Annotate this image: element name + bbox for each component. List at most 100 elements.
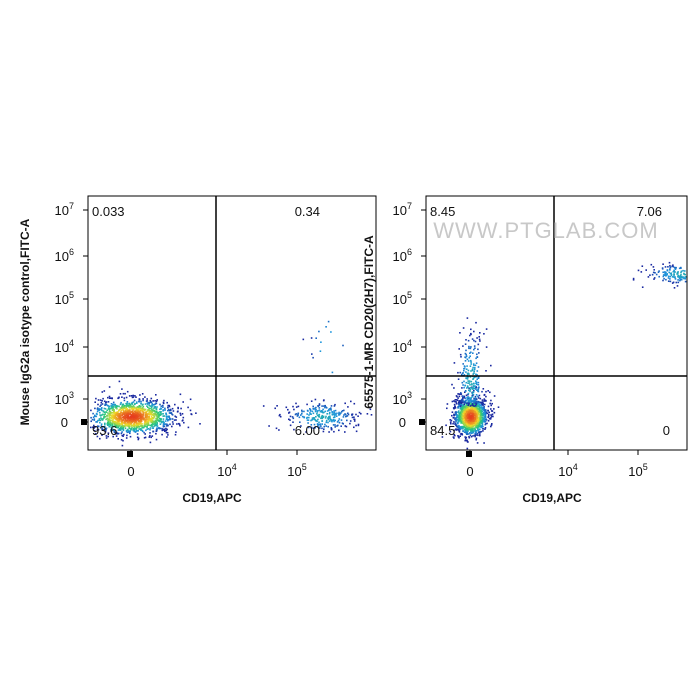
data-point: [103, 415, 105, 418]
data-point: [465, 371, 467, 373]
data-point: [449, 421, 452, 423]
data-point: [128, 406, 131, 409]
data-point: [455, 424, 457, 426]
data-point: [469, 434, 472, 437]
data-point: [107, 423, 109, 426]
data-point: [131, 401, 134, 404]
data-point: [470, 359, 472, 362]
data-point: [482, 388, 485, 390]
data-point: [121, 422, 123, 425]
data-point: [137, 430, 139, 432]
data-point: [130, 411, 132, 413]
data-point: [151, 421, 153, 423]
data-point: [110, 412, 113, 414]
data-point: [466, 407, 469, 410]
data-point: [474, 396, 477, 399]
data-point: [684, 278, 687, 280]
data-point: [680, 278, 683, 281]
data-point: [190, 413, 192, 415]
data-point: [133, 420, 135, 423]
y-tick-label: 106: [55, 247, 74, 264]
data-point: [474, 385, 476, 387]
data-point: [324, 404, 326, 407]
data-point: [475, 398, 478, 401]
data-point: [462, 372, 464, 374]
data-point: [325, 407, 328, 409]
data-point: [464, 384, 466, 387]
data-point: [105, 401, 107, 404]
data-point: [130, 422, 133, 424]
data-point: [479, 397, 482, 400]
data-point: [103, 400, 106, 403]
data-point: [462, 384, 464, 386]
data-point: [118, 396, 120, 399]
data-point: [466, 411, 469, 413]
data-point: [151, 411, 153, 413]
data-point: [472, 387, 475, 390]
data-point: [145, 411, 147, 413]
data-point: [452, 422, 454, 425]
data-point: [475, 403, 477, 405]
data-point: [654, 272, 656, 274]
data-point: [474, 400, 476, 403]
data-point: [464, 360, 467, 362]
data-point: [109, 414, 111, 417]
data-point: [162, 410, 164, 412]
data-point: [107, 432, 110, 434]
data-point: [301, 409, 303, 412]
data-point: [457, 429, 460, 431]
data-point: [275, 427, 278, 430]
data-point: [464, 428, 467, 430]
data-point: [151, 405, 154, 407]
data-point: [140, 408, 142, 411]
data-point: [175, 431, 177, 433]
data-point: [474, 407, 476, 410]
data-point: [466, 421, 468, 424]
data-point: [650, 263, 653, 266]
data-point: [129, 421, 132, 423]
data-point: [160, 413, 163, 415]
data-point: [471, 395, 474, 398]
data-point: [346, 419, 348, 422]
data-point: [122, 392, 125, 395]
data-point: [357, 423, 360, 426]
data-point: [115, 424, 118, 426]
data-point: [480, 414, 482, 416]
data-point: [369, 408, 372, 411]
data-point: [131, 420, 134, 423]
data-point: [126, 405, 128, 407]
data-point: [334, 419, 336, 422]
data-point: [467, 424, 469, 426]
data-point: [327, 418, 330, 421]
data-point: [338, 418, 341, 420]
data-point: [150, 406, 153, 409]
data-point: [449, 419, 451, 421]
data-point: [453, 421, 455, 423]
y-tick-label: 0: [61, 415, 68, 430]
data-point: [115, 420, 117, 423]
data-point: [334, 414, 336, 417]
data-point: [476, 337, 478, 339]
data-point: [479, 340, 481, 342]
data-point: [133, 406, 136, 408]
data-point: [453, 387, 455, 389]
data-point: [484, 427, 487, 429]
data-point: [127, 410, 129, 413]
data-point: [482, 416, 484, 419]
data-point: [137, 437, 140, 440]
data-point: [124, 408, 127, 410]
data-point: [143, 424, 146, 427]
data-point: [465, 436, 468, 439]
data-point: [291, 416, 294, 418]
data-point: [114, 424, 116, 426]
data-point: [167, 409, 169, 412]
data-point: [475, 409, 478, 412]
x-tick-label: 0: [127, 464, 134, 479]
data-point: [316, 414, 319, 417]
data-point: [134, 421, 136, 424]
data-point: [467, 408, 469, 411]
data-point: [641, 286, 644, 288]
data-point: [93, 427, 95, 429]
data-point: [480, 419, 483, 422]
data-point: [467, 392, 470, 395]
